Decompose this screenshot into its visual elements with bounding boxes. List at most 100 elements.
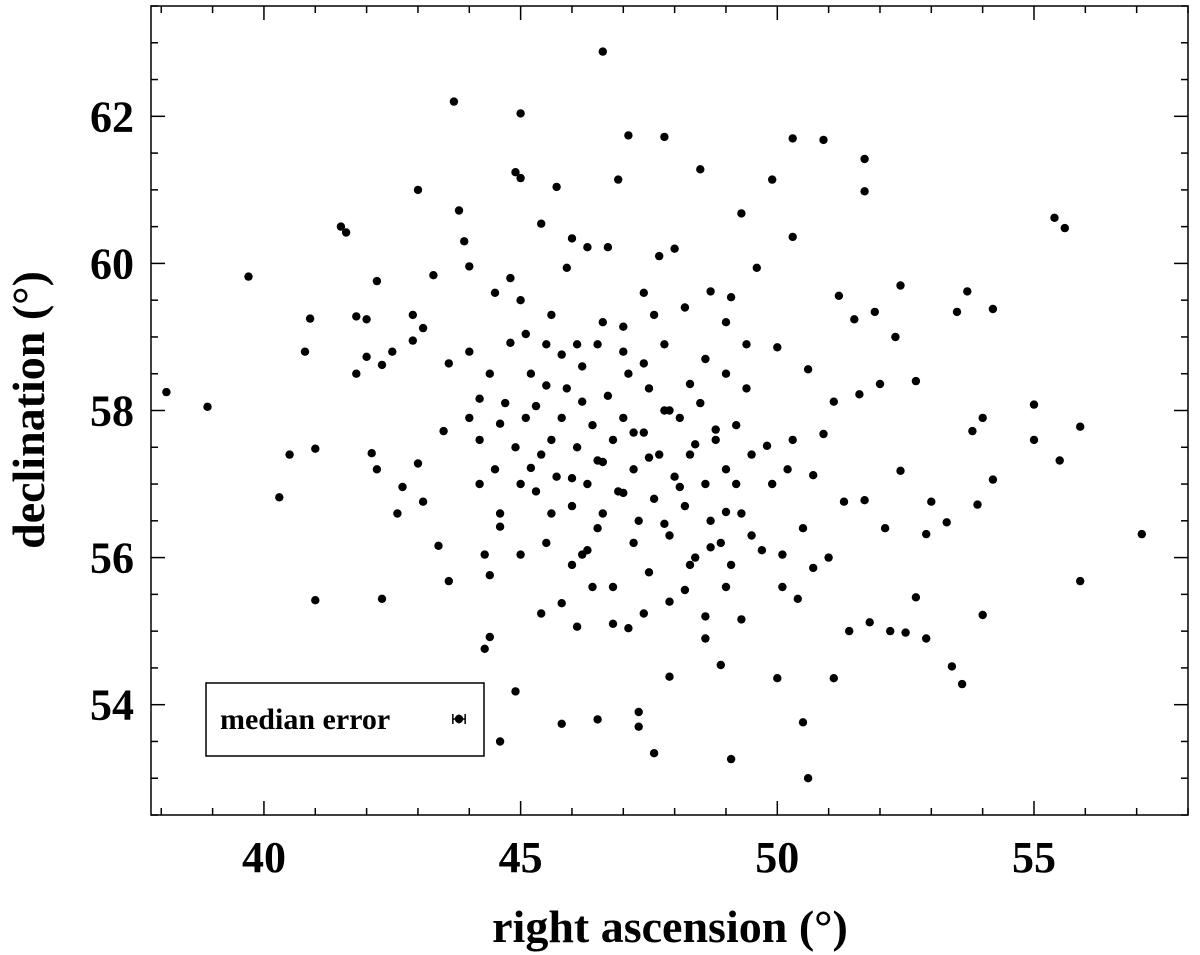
data-point xyxy=(547,435,556,445)
data-point xyxy=(572,443,582,452)
data-point xyxy=(721,318,731,327)
axis-ticks xyxy=(151,5,1189,816)
data-point xyxy=(773,343,782,352)
data-point xyxy=(788,232,797,242)
data-point xyxy=(162,387,171,397)
legend-label: median error xyxy=(220,703,390,736)
data-point xyxy=(444,359,453,368)
data-point xyxy=(762,441,772,450)
legend-error-marker xyxy=(452,714,466,724)
data-point xyxy=(485,632,494,642)
data-point xyxy=(608,582,618,592)
data-point xyxy=(963,287,972,296)
y-tick-label: 62 xyxy=(90,92,134,141)
y-tick-label: 56 xyxy=(90,534,134,583)
data-point xyxy=(516,109,525,118)
data-point xyxy=(634,516,643,525)
data-point xyxy=(495,419,505,428)
data-point xyxy=(968,426,977,436)
data-point xyxy=(757,546,767,555)
data-point xyxy=(542,340,551,349)
data-point xyxy=(583,243,592,252)
data-point xyxy=(701,479,710,489)
data-point xyxy=(598,318,607,327)
data-point xyxy=(619,322,628,331)
data-point xyxy=(454,206,464,215)
data-point xyxy=(583,546,592,555)
data-point xyxy=(490,288,500,297)
data-point xyxy=(1050,213,1059,222)
data-point xyxy=(649,494,659,503)
data-point xyxy=(465,347,474,356)
data-point xyxy=(809,563,818,573)
data-point xyxy=(978,610,987,620)
data-point xyxy=(624,624,633,633)
data-point xyxy=(480,550,489,559)
data-point xyxy=(614,175,623,184)
data-point xyxy=(275,493,284,502)
data-point xyxy=(978,413,987,423)
data-point xyxy=(511,168,520,177)
data-point xyxy=(542,381,551,390)
data-point xyxy=(567,474,577,483)
data-point xyxy=(547,310,556,320)
legend: median error xyxy=(205,682,485,757)
plot-frame xyxy=(150,5,1189,816)
data-point xyxy=(922,634,931,643)
data-point xyxy=(860,187,869,196)
data-point xyxy=(244,272,253,281)
x-tick-label: 50 xyxy=(755,833,799,882)
data-point xyxy=(737,615,746,624)
data-point xyxy=(311,596,320,605)
data-point xyxy=(352,369,361,378)
data-point xyxy=(567,501,577,511)
data-point xyxy=(501,398,510,408)
data-point xyxy=(603,243,613,252)
data-point xyxy=(742,384,751,393)
y-tick-label: 60 xyxy=(90,239,134,288)
data-point xyxy=(372,276,382,286)
data-point xyxy=(665,531,674,540)
data-point xyxy=(516,296,525,305)
data-point xyxy=(880,524,890,533)
data-point xyxy=(578,397,587,406)
data-point xyxy=(418,323,428,333)
data-point xyxy=(521,329,530,339)
data-point xyxy=(680,303,690,312)
data-point xyxy=(886,626,895,636)
data-point xyxy=(588,582,597,592)
data-point xyxy=(639,428,648,437)
data-point xyxy=(696,165,705,174)
data-point xyxy=(680,501,690,511)
data-point xyxy=(639,609,648,618)
data-point xyxy=(860,496,869,505)
data-point xyxy=(834,291,844,300)
data-point xyxy=(485,571,494,580)
data-point xyxy=(516,479,525,489)
data-point xyxy=(341,228,351,237)
data-point xyxy=(537,219,546,228)
data-point xyxy=(557,719,566,728)
data-point xyxy=(285,450,294,459)
data-point xyxy=(911,376,921,386)
data-point xyxy=(547,509,556,518)
data-point xyxy=(649,749,659,758)
data-point xyxy=(408,336,417,345)
data-point xyxy=(660,132,669,142)
data-point xyxy=(829,397,838,406)
data-point xyxy=(706,543,715,552)
data-point xyxy=(696,398,705,408)
data-point xyxy=(732,421,741,430)
data-point xyxy=(311,444,320,453)
data-point xyxy=(737,509,746,518)
data-point xyxy=(511,443,520,452)
data-point xyxy=(711,435,720,445)
data-point xyxy=(557,599,566,608)
data-point xyxy=(542,538,551,548)
data-point xyxy=(824,553,833,562)
data-point xyxy=(495,522,505,531)
data-point xyxy=(377,594,387,603)
data-point xyxy=(418,497,428,506)
data-point xyxy=(444,576,453,586)
data-point xyxy=(531,487,541,496)
